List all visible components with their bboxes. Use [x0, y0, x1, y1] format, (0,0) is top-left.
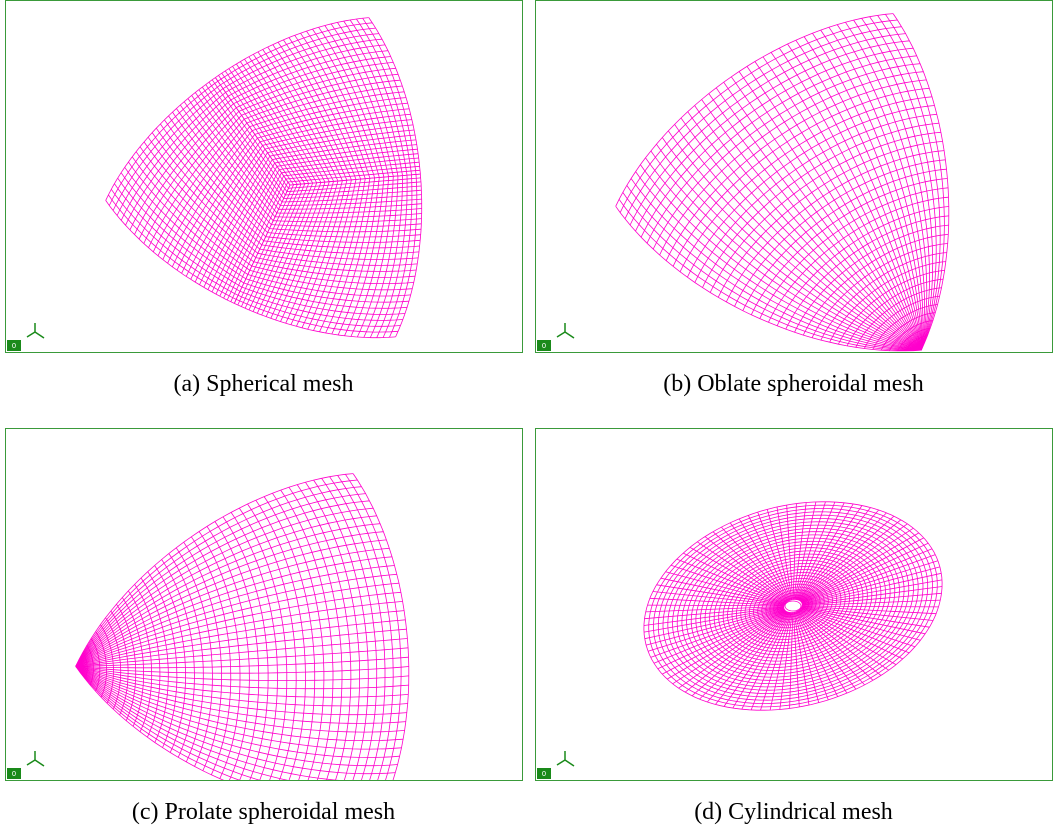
- mesh-line: [76, 666, 403, 740]
- mesh-line: [771, 52, 921, 350]
- mesh-line: [76, 540, 387, 666]
- badge-label: 0: [12, 342, 16, 350]
- mesh-line: [272, 493, 324, 804]
- badge-label: 0: [542, 770, 546, 778]
- mesh-line: [345, 177, 384, 336]
- axis-triad: [557, 751, 574, 766]
- mesh-line: [76, 666, 408, 706]
- mesh-line: [114, 184, 240, 292]
- mesh-line: [118, 178, 242, 287]
- mesh-hole: [785, 601, 801, 611]
- mesh-line: [271, 182, 325, 318]
- mesh-line: [76, 666, 385, 804]
- caption: (b) Oblate spheroidal mesh: [663, 371, 924, 397]
- mesh-line: [383, 175, 412, 338]
- mesh-line: [256, 258, 416, 272]
- mesh-line: [338, 475, 394, 811]
- mesh-line: [271, 224, 421, 227]
- mesh-line: [249, 57, 325, 182]
- axis-triad: [27, 751, 44, 766]
- mesh-line: [76, 480, 358, 666]
- mesh-line: [76, 657, 409, 668]
- mesh-line: [648, 605, 785, 606]
- mesh-line: [389, 174, 416, 337]
- mesh-line: [357, 176, 393, 337]
- mesh-line: [263, 49, 338, 181]
- mesh-line: [268, 233, 421, 237]
- mesh: [106, 18, 422, 338]
- mesh-line: [250, 92, 405, 127]
- mesh: [616, 14, 949, 351]
- mesh-line: [802, 606, 939, 607]
- mesh-line: [681, 118, 921, 350]
- mesh-line: [338, 178, 379, 336]
- caption: (d) Cylindrical mesh: [694, 799, 893, 825]
- mesh-line: [344, 21, 403, 176]
- mesh-line: [273, 45, 347, 181]
- axis-triad: [27, 323, 44, 338]
- axis-triad: [557, 323, 574, 338]
- mesh-line: [788, 44, 922, 350]
- mesh-line: [322, 478, 377, 810]
- mesh-line: [245, 59, 321, 182]
- mesh-line: [256, 500, 306, 800]
- mesh-line: [238, 295, 401, 326]
- mesh-line: [799, 516, 894, 600]
- mesh-line: [241, 184, 297, 306]
- mesh-line: [656, 144, 921, 350]
- mesh-line: [854, 20, 930, 350]
- mesh-line: [273, 219, 421, 222]
- badge-label: 0: [12, 770, 16, 778]
- caption: (a) Spherical mesh: [174, 371, 354, 397]
- mesh-line: [231, 182, 288, 302]
- mesh-line: [177, 138, 257, 270]
- mesh-line: [893, 14, 949, 351]
- mesh-line: [76, 639, 408, 667]
- mesh-line: [297, 485, 351, 809]
- figure: 0 (a) Spherical mesh 0 (b) Oblate spheroida…: [0, 0, 1058, 830]
- mesh-line: [330, 477, 385, 811]
- mesh-line: [176, 109, 271, 225]
- caption: (c) Prolate spheroidal mesh: [132, 799, 395, 825]
- mesh-line: [345, 474, 401, 810]
- mesh-line: [182, 142, 260, 273]
- mesh: [644, 502, 942, 710]
- badge-label: 0: [542, 342, 546, 350]
- mesh-line: [692, 611, 787, 695]
- mesh-line: [270, 229, 422, 232]
- mesh-line: [353, 474, 409, 810]
- mesh-line: [236, 62, 393, 107]
- mesh: [76, 474, 409, 811]
- mesh-line: [264, 497, 315, 803]
